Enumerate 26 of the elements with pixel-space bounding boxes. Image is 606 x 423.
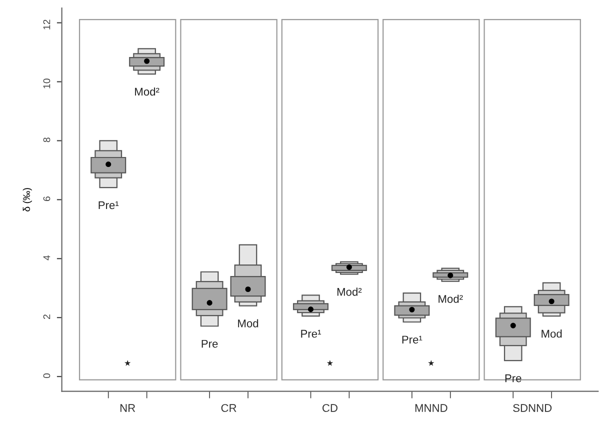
annotation: Mod² (135, 87, 160, 96)
y-tick-label: 10 (43, 78, 50, 88)
annotation: Pre (505, 374, 522, 382)
annotation: Pre¹ (402, 336, 422, 344)
x-tick-label: CR (221, 404, 236, 412)
bar (394, 305, 430, 316)
annotation: Pre (202, 340, 218, 348)
y-tick-label: 2 (43, 314, 50, 319)
x-tick-label: NR (120, 404, 136, 412)
y-tick-label: 4 (43, 255, 50, 260)
x-tick-label: MNND (415, 404, 448, 412)
annotation: Pre¹ (98, 201, 119, 210)
y-tick-label: 0 (43, 373, 50, 378)
bar (129, 57, 165, 67)
annotation: Mod (542, 330, 562, 338)
y-tick-label: 8 (43, 138, 50, 142)
bar (292, 303, 328, 310)
x-tick-label: CD (322, 404, 338, 412)
annotation: Mod (238, 319, 258, 328)
y-tick-label: 12 (43, 20, 50, 30)
annotation: Mod² (438, 294, 463, 303)
annotation: Mod² (337, 288, 362, 296)
annotation: Pre¹ (301, 330, 321, 338)
y-tick-label: 6 (43, 196, 50, 202)
x-tick-label: SDNND (513, 404, 552, 412)
y-axis-title: δ (‰) (22, 188, 32, 212)
